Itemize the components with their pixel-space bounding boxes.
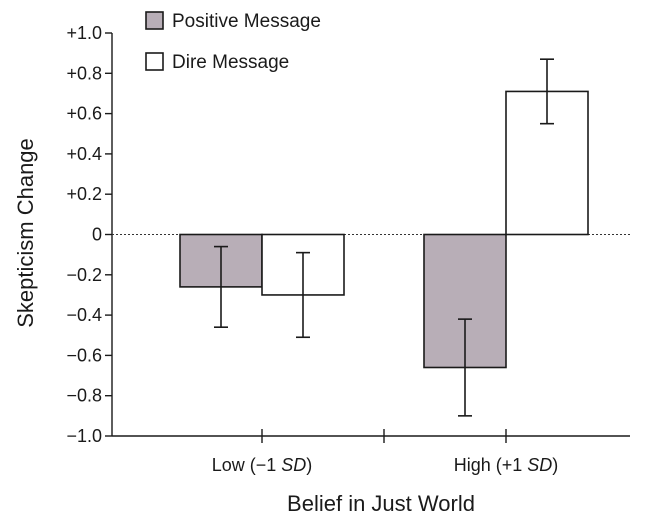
error-bars [214, 58, 554, 417]
legend-swatch [145, 52, 164, 71]
legend: Positive Message Dire Message [145, 11, 321, 73]
x-tick-label: Low (−1 SD) [212, 455, 313, 475]
y-tick-label: 0 [92, 225, 102, 245]
y-tick-label: +0.4 [66, 144, 102, 164]
legend-label: Positive Message [172, 11, 321, 32]
y-axis-title: Skepticism Change [13, 138, 38, 328]
y-tick-label: +0.2 [66, 184, 102, 204]
legend-swatch [145, 11, 164, 30]
x-tick-label: High (+1 SD) [454, 455, 559, 475]
x-axis-title: Belief in Just World [287, 491, 475, 516]
legend-label: Dire Message [172, 52, 289, 73]
y-tick-label: −0.6 [66, 345, 102, 365]
y-tick-label: +0.6 [66, 104, 102, 124]
x-axis: Low (−1 SD) High (+1 SD) [112, 429, 630, 475]
y-axis: +1.0 +0.8 +0.6 +0.4 +0.2 0 −0.2 −0.4 −0.6 −0.8 −1.… [66, 23, 113, 446]
y-tick-label: −0.8 [66, 386, 102, 406]
y-tick-label: −0.2 [66, 265, 102, 285]
y-tick-label: +1.0 [66, 23, 102, 43]
bars [179, 90, 589, 369]
y-tick-label: +0.8 [66, 63, 102, 83]
y-tick-label: −0.4 [66, 305, 102, 325]
y-tick-label: −1.0 [66, 426, 102, 446]
